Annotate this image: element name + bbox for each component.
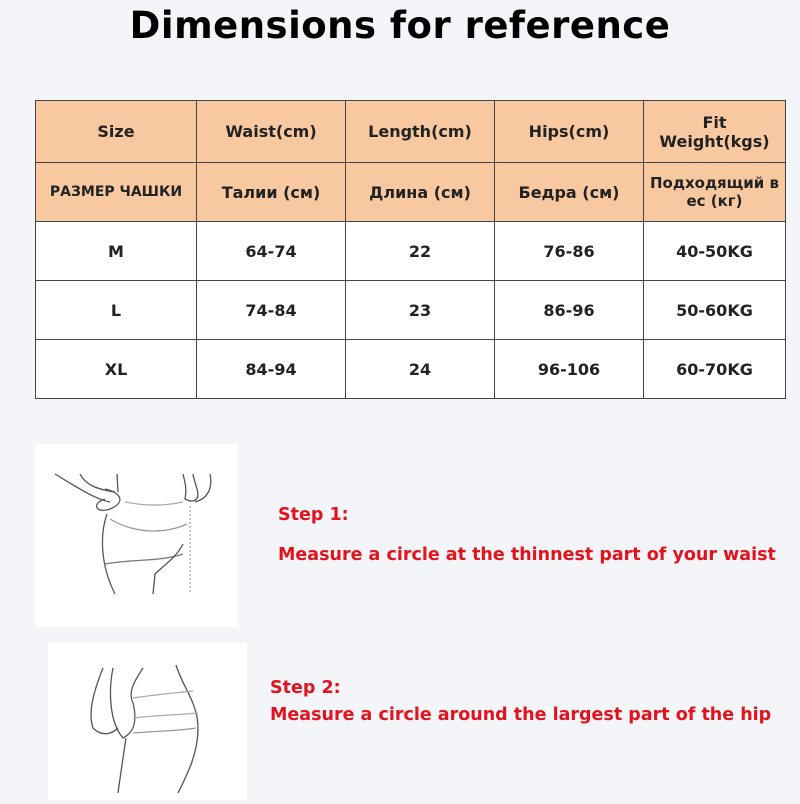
cell: 76-86 — [494, 221, 644, 281]
header-cell: Length(cm) — [345, 100, 495, 163]
step-1-text: Measure a circle at the thinnest part of… — [278, 545, 776, 565]
header-cell: Бедра (см) — [494, 162, 644, 222]
cell: 24 — [345, 339, 495, 399]
cell: 50-60KG — [643, 280, 786, 340]
header-cell: РАЗМЕР ЧАШКИ — [35, 162, 197, 222]
header-cell: Талии (см) — [196, 162, 346, 222]
header-row-en: Size Waist(cm) Length(cm) Hips(cm) Fit W… — [35, 100, 786, 163]
step-1-label: Step 1: — [278, 505, 349, 525]
size-table: Size Waist(cm) Length(cm) Hips(cm) Fit W… — [35, 100, 786, 399]
step-2-text: Measure a circle around the largest part… — [270, 705, 772, 725]
header-cell: Длина (см) — [345, 162, 495, 222]
cell: 22 — [345, 221, 495, 281]
cell: 86-96 — [494, 280, 644, 340]
cell: 74-84 — [196, 280, 346, 340]
cell: 40-50KG — [643, 221, 786, 281]
cell: L — [35, 280, 197, 340]
cell: M — [35, 221, 197, 281]
hip-measure-illustration — [48, 643, 247, 800]
cell: 84-94 — [196, 339, 346, 399]
header-cell: Hips(cm) — [494, 100, 644, 163]
cell: 96-106 — [494, 339, 644, 399]
table-row: M 64-74 22 76-86 40-50KG — [35, 221, 786, 281]
header-cell: Size — [35, 100, 197, 163]
header-row-ru: РАЗМЕР ЧАШКИ Талии (см) Длина (см) Бедра… — [35, 162, 786, 222]
step-2-label: Step 2: — [270, 678, 341, 698]
header-cell: Waist(cm) — [196, 100, 346, 163]
table-row: L 74-84 23 86-96 50-60KG — [35, 280, 786, 340]
header-cell: Подходящий в ес (кг) — [643, 162, 786, 222]
page-title: Dimensions for reference — [129, 4, 671, 47]
table-row: XL 84-94 24 96-106 60-70KG — [35, 339, 786, 399]
cell: 64-74 — [196, 221, 346, 281]
waist-measure-illustration — [35, 444, 238, 627]
header-cell: Fit Weight(kgs) — [643, 100, 786, 163]
cell: XL — [35, 339, 197, 399]
cell: 60-70KG — [643, 339, 786, 399]
cell: 23 — [345, 280, 495, 340]
